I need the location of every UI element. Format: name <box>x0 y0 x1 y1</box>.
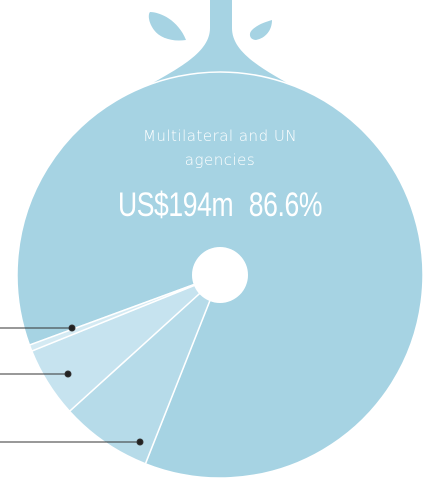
donut-hole <box>192 247 248 303</box>
segment-label: Multilateral and UN agencies <box>142 127 298 169</box>
leaders <box>0 324 144 446</box>
leader-dot <box>136 438 144 446</box>
value-label: 86.6% <box>248 186 323 224</box>
headline: US$194m 86.6% <box>95 186 345 225</box>
leader-dot <box>68 324 76 332</box>
wedge <box>28 274 221 353</box>
drop-stem <box>140 0 300 90</box>
droplet <box>249 20 272 40</box>
leader-dot <box>64 370 72 378</box>
amount-label: US$194m <box>117 186 234 224</box>
droplet <box>148 12 186 41</box>
drop-decoration <box>140 0 300 90</box>
